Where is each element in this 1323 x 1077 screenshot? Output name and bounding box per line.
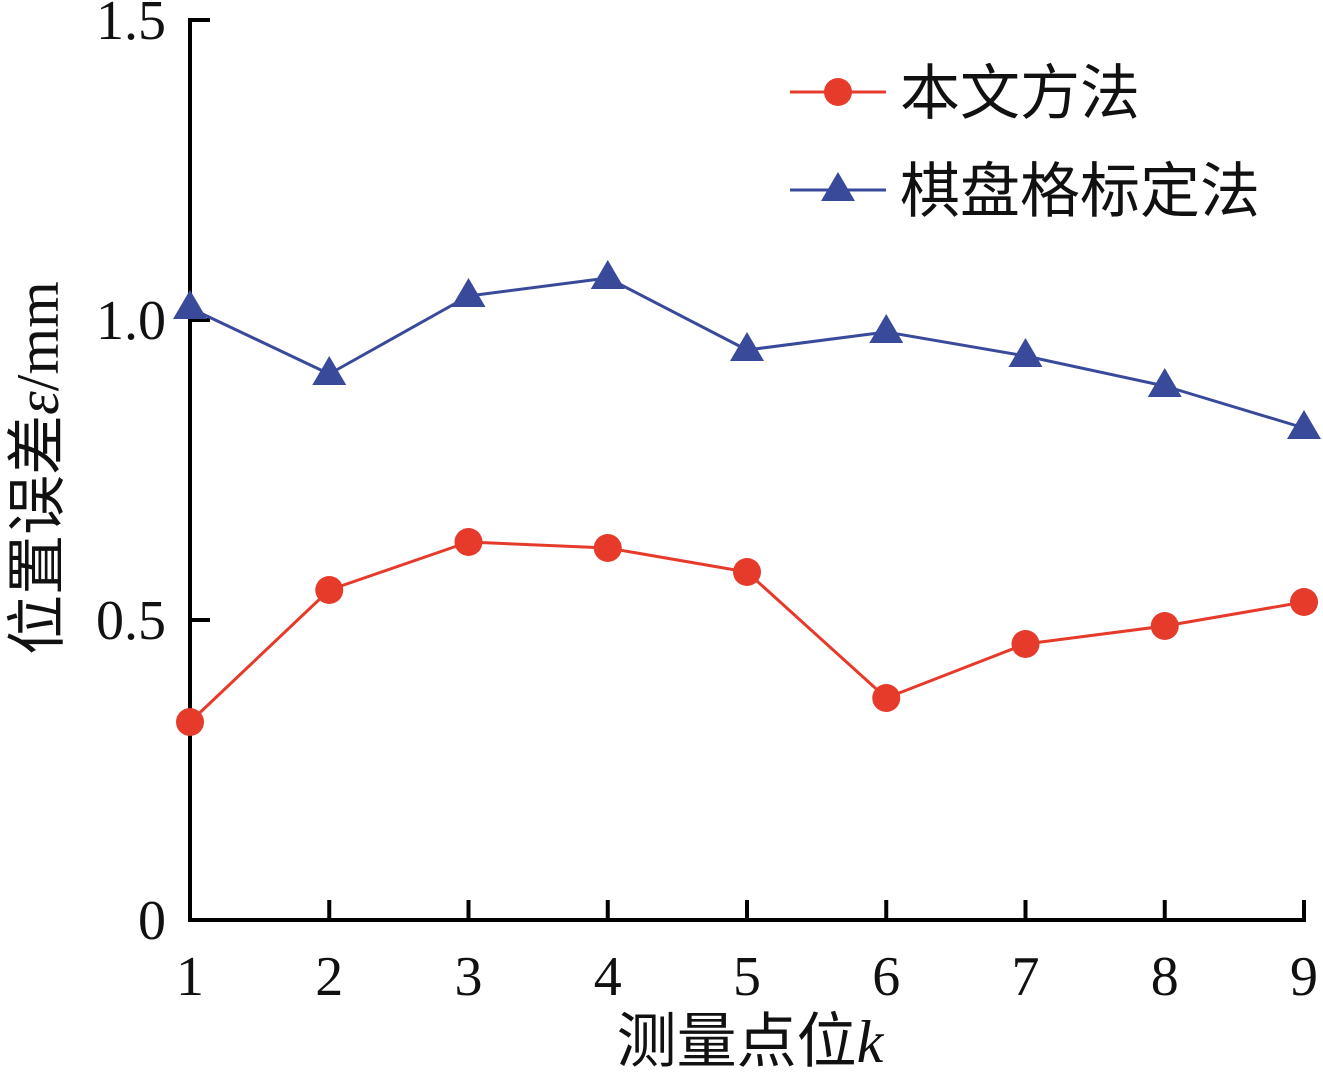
- series-0-point: [1011, 630, 1040, 658]
- series-1-point: [730, 332, 764, 361]
- x-axis-label: 测量点位k: [617, 1009, 885, 1075]
- y-tick-label: 1.5: [96, 0, 166, 52]
- legend-label: 本文方法: [900, 61, 1140, 127]
- series-1-point: [1008, 338, 1043, 367]
- series-0-point: [1290, 588, 1318, 616]
- series-1-point: [590, 260, 625, 289]
- series-0-point: [1150, 612, 1179, 640]
- x-ticks: 1 2 3 4 5 6 7 8 9: [176, 900, 1318, 1008]
- series-1-point: [1287, 410, 1321, 439]
- legend-item: 棋盘格标定法: [790, 159, 1260, 225]
- series-0-point: [176, 708, 204, 736]
- legend-item: 本文方法: [790, 61, 1140, 127]
- x-tick-label: 2: [315, 946, 343, 1008]
- series-1-point: [173, 290, 207, 319]
- series-1-point: [312, 356, 347, 385]
- x-tick-label: 4: [594, 946, 622, 1008]
- legend-marker: [821, 172, 855, 201]
- series-1-point: [869, 314, 904, 343]
- series-0-point: [872, 684, 901, 712]
- x-tick-label: 8: [1151, 946, 1179, 1008]
- legend-marker: [824, 78, 852, 106]
- series-1-point: [1147, 368, 1182, 397]
- y-tick-label: 1.0: [96, 290, 166, 352]
- axes: [188, 18, 1306, 922]
- x-tick-label: 1: [176, 946, 204, 1008]
- series-1-point: [451, 278, 486, 307]
- y-tick-label: 0.5: [96, 590, 166, 652]
- series-markers: [173, 260, 1321, 736]
- x-tick-label: 9: [1290, 946, 1318, 1008]
- x-tick-label: 5: [733, 946, 761, 1008]
- series-0-point: [315, 576, 344, 604]
- x-tick-label: 6: [872, 946, 900, 1008]
- x-tick-label: 3: [455, 946, 483, 1008]
- x-tick-label: 7: [1012, 946, 1040, 1008]
- series-0-point: [733, 558, 761, 586]
- y-axis-label: 位置误差ε/mm: [5, 281, 71, 655]
- y-ticks: 0 0.5 1.0 1.5: [96, 0, 210, 952]
- y-tick-label: 0: [138, 890, 166, 952]
- legend-label: 棋盘格标定法: [900, 159, 1260, 225]
- series-0-point: [454, 528, 483, 556]
- series-0-point: [593, 534, 622, 562]
